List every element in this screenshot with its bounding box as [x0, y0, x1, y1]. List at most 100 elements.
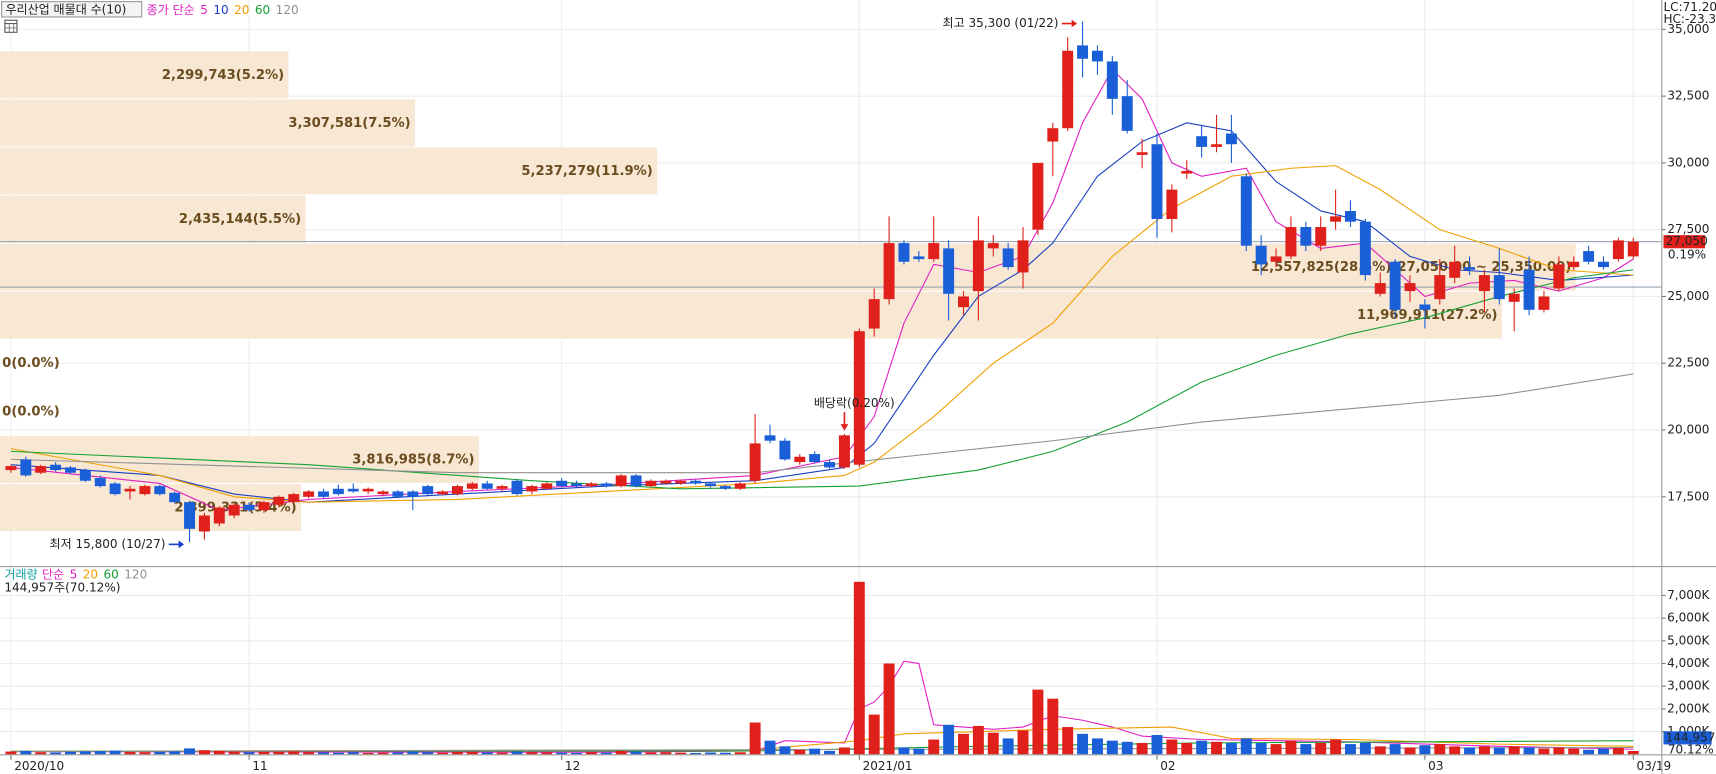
- candle-body: [764, 435, 776, 441]
- candle-body: [838, 435, 850, 468]
- candle-body: [958, 296, 969, 308]
- annotation-arrowhead: [178, 540, 185, 549]
- legend-ma-label: 단순: [42, 567, 64, 581]
- x-tick-label: 11: [252, 759, 267, 773]
- candle-body: [1225, 133, 1237, 145]
- candle-body: [362, 488, 374, 492]
- calendar-icon[interactable]: [4, 19, 18, 33]
- volume-bar: [1136, 742, 1148, 755]
- volume-bar: [749, 722, 761, 755]
- volume-bar: [719, 752, 731, 755]
- volume-bar: [645, 752, 657, 755]
- volume-bar: [571, 752, 582, 755]
- volume-bar: [139, 752, 151, 755]
- candle-body: [1017, 240, 1029, 273]
- candle-body: [675, 480, 687, 484]
- y-tick-label: 6,000K: [1667, 611, 1710, 625]
- volume-bar: [1464, 747, 1476, 755]
- volume-bar: [273, 751, 285, 755]
- volume-bar: [958, 733, 969, 755]
- last-volume: 144,957: [1666, 730, 1716, 744]
- candle-body: [1330, 216, 1342, 222]
- volume-bar: [407, 751, 419, 755]
- moving-average: [10, 269, 1634, 490]
- profile-label-text: 3,307,581(7.5%): [288, 115, 410, 130]
- profile-label: 2,435,144(5.5%): [179, 212, 301, 227]
- profile-label-text: 3,816,985(8.7%): [352, 452, 474, 467]
- volume-bar: [928, 739, 940, 755]
- volume-bar: [318, 752, 329, 755]
- profile-bar: [0, 195, 306, 243]
- volume-bar: [1181, 742, 1193, 755]
- candle-body: [1434, 275, 1446, 300]
- volume-bar: [65, 751, 76, 755]
- candle-body: [1255, 245, 1267, 265]
- volume-bar: [1598, 748, 1609, 755]
- candle-body: [1136, 152, 1148, 155]
- annotation: 최고 35,300 (01/22): [943, 16, 1059, 30]
- candle-body: [392, 491, 404, 497]
- last-price-box: [1663, 235, 1706, 249]
- volume-bar: [1553, 747, 1565, 755]
- candle-body: [615, 475, 627, 487]
- legend-entry: 120: [124, 567, 147, 581]
- candle-body: [987, 243, 999, 249]
- candle-body: [1627, 241, 1639, 257]
- candle-body: [1404, 283, 1416, 292]
- volume-bar: [615, 750, 627, 755]
- candle-body: [1211, 144, 1222, 147]
- volume-bar: [868, 714, 880, 755]
- volume-bar: [1315, 742, 1327, 755]
- volume-bar: [20, 750, 32, 755]
- volume-bar: [734, 752, 746, 755]
- volume-bar: [1523, 747, 1535, 755]
- volume-bar: [422, 752, 434, 755]
- candle-body: [1270, 256, 1282, 262]
- volume-bar: [1612, 747, 1624, 755]
- candle-body: [1419, 304, 1431, 310]
- candle-body: [303, 491, 315, 497]
- candle-body: [734, 483, 746, 489]
- volume-bar: [109, 750, 121, 755]
- volume-bar: [1121, 741, 1133, 755]
- volume-bar: [1002, 738, 1014, 755]
- candle-body: [1300, 227, 1312, 246]
- candle-body: [943, 248, 955, 294]
- text-layer: 종가 단순 5 10 20 60 120 거래량 단순 5 20 60 120 144,957주(70.…: [4, 0, 1716, 773]
- candle-body: [198, 515, 210, 532]
- volume-bar: [1285, 740, 1297, 755]
- volume-bar: [228, 751, 240, 755]
- x-tick-label: 02: [1160, 759, 1175, 773]
- volume-bar: [466, 751, 478, 755]
- volume-bar: [511, 751, 523, 755]
- volume-bar: [1538, 748, 1550, 755]
- profile-bar: [0, 291, 1502, 339]
- candle-body: [1598, 261, 1609, 268]
- profile-label: 0(0.0%): [2, 356, 60, 371]
- candle-body: [1285, 227, 1297, 257]
- y-tick-label: 4,000K: [1667, 656, 1710, 670]
- candle-body: [273, 496, 285, 505]
- last-volume-ratio: 70.12%: [1668, 742, 1714, 756]
- annotation: 배당락(0.20%): [814, 396, 895, 410]
- profile-label-text: 2,435,144(5.5%): [179, 212, 301, 227]
- candle-body: [1508, 293, 1520, 302]
- volume-bar: [541, 752, 553, 755]
- moving-average: [10, 373, 1634, 474]
- volume-bar: [332, 752, 344, 755]
- candle-body: [1196, 136, 1208, 147]
- candle-body: [690, 480, 702, 484]
- y-tick-label: 30,000: [1667, 155, 1709, 169]
- candle-body: [511, 480, 523, 495]
- candle-body: [779, 440, 791, 460]
- legend-entry: 10: [213, 2, 228, 16]
- candle-body: [1002, 248, 1014, 268]
- candle-body: [1047, 128, 1059, 142]
- candle-body: [556, 480, 568, 487]
- volume-bar: [1419, 745, 1431, 755]
- volume-bar: [779, 746, 791, 755]
- volume-bar: [35, 752, 47, 755]
- volume-bar: [392, 752, 404, 755]
- volume-bar: [1255, 742, 1267, 755]
- candle-body: [154, 486, 166, 495]
